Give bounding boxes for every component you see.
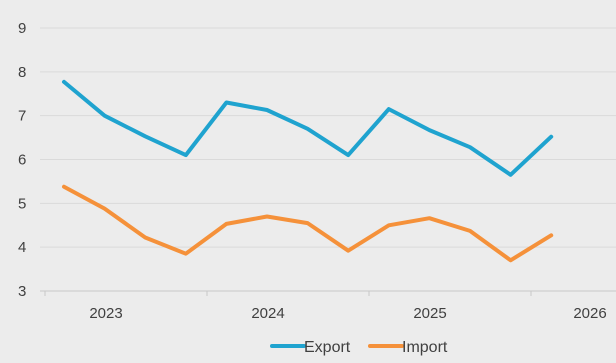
y-tick-label: 5 bbox=[18, 195, 26, 212]
axes: 3 4 5 6 7 8 9 2023 2024 2025 2026 bbox=[18, 20, 616, 322]
legend-label-export: Export bbox=[304, 339, 351, 356]
y-tick-label: 8 bbox=[18, 64, 26, 81]
x-tick-label: 2025 bbox=[413, 305, 446, 322]
x-tick-label: 2023 bbox=[89, 305, 122, 322]
y-tick-label: 7 bbox=[18, 108, 26, 125]
legend: Export Import bbox=[270, 339, 448, 356]
y-tick-label: 6 bbox=[18, 152, 26, 169]
y-tick-label: 4 bbox=[18, 239, 26, 256]
x-tick-label: 2026 bbox=[573, 305, 606, 322]
x-tick-label: 2024 bbox=[251, 305, 284, 322]
y-tick-label: 3 bbox=[18, 283, 26, 300]
y-tick-label: 9 bbox=[18, 20, 26, 37]
legend-label-import: Import bbox=[402, 339, 448, 356]
series-lines bbox=[62, 79, 554, 263]
